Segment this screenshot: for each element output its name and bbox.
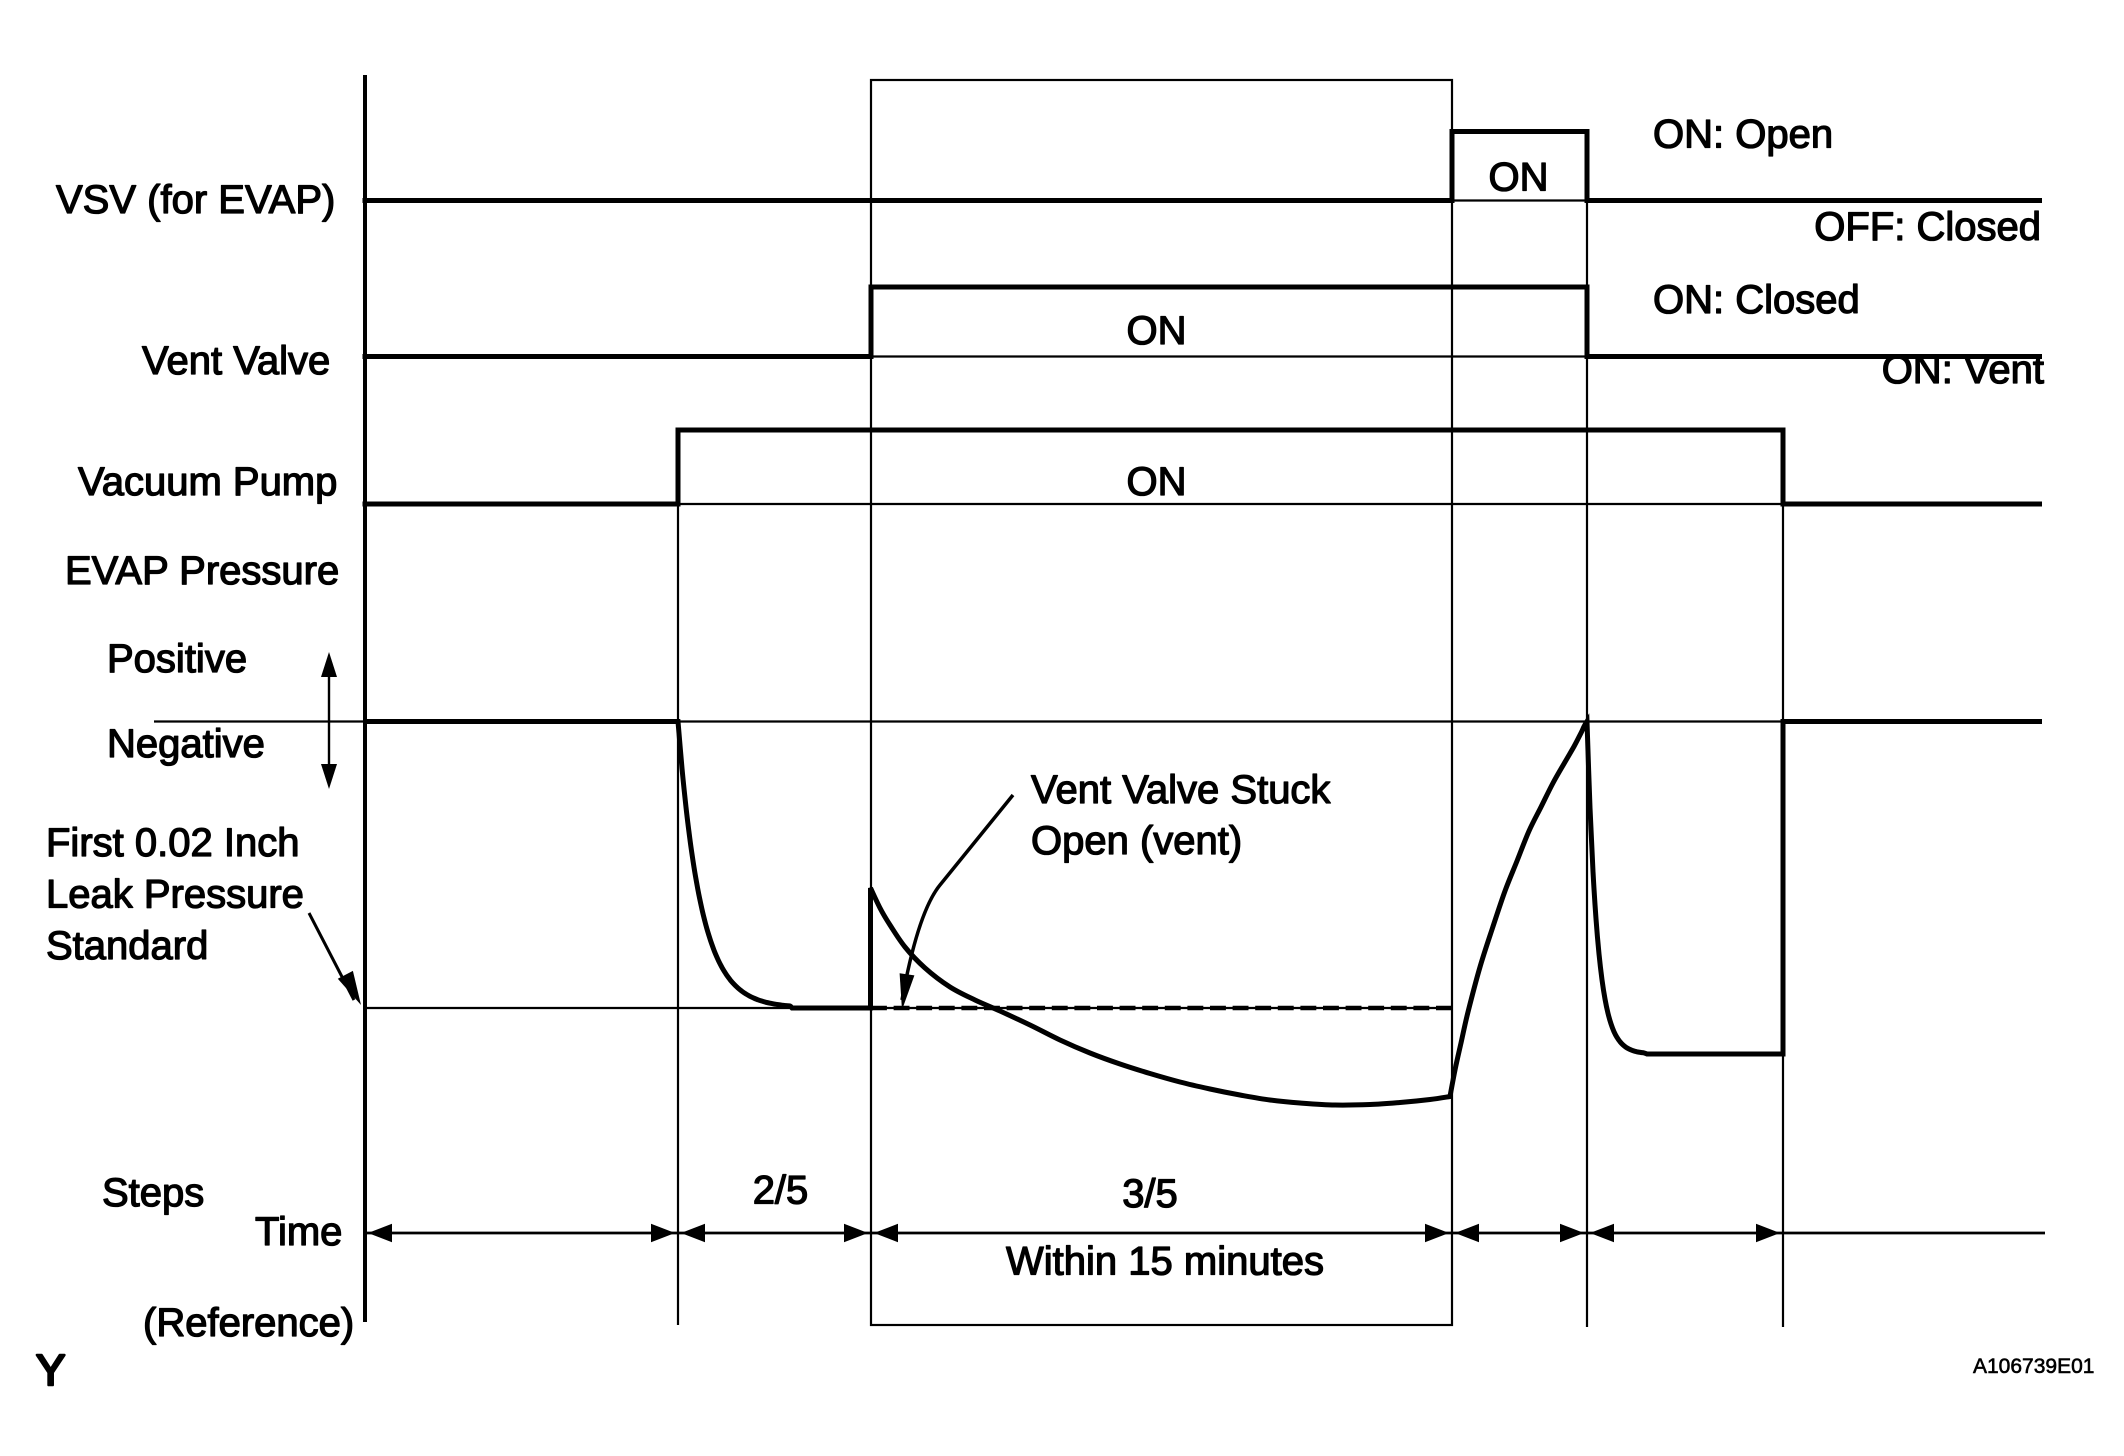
svg-text:OFF: Closed: OFF: Closed xyxy=(1814,205,2041,249)
svg-text:ON: ON xyxy=(1489,156,1549,200)
svg-text:ON: Vent: ON: Vent xyxy=(1882,348,2044,392)
svg-text:ON: ON xyxy=(1127,460,1187,504)
svg-text:ON: Closed: ON: Closed xyxy=(1653,278,1860,322)
svg-text:2/5: 2/5 xyxy=(753,1169,809,1213)
svg-text:Vent Valve: Vent Valve xyxy=(142,339,330,383)
svg-text:A106739E01: A106739E01 xyxy=(1973,1355,2094,1378)
svg-text:VSV (for EVAP): VSV (for EVAP) xyxy=(56,178,335,222)
svg-text:Open (vent): Open (vent) xyxy=(1031,819,1242,863)
svg-text:Y: Y xyxy=(36,1346,65,1395)
svg-text:ON: Open: ON: Open xyxy=(1653,113,1833,157)
svg-text:(Reference): (Reference) xyxy=(143,1301,354,1345)
svg-text:Time: Time xyxy=(255,1210,342,1254)
svg-text:Leak Pressure: Leak Pressure xyxy=(46,873,304,917)
svg-text:3/5: 3/5 xyxy=(1122,1172,1178,1216)
svg-text:Vent Valve Stuck: Vent Valve Stuck xyxy=(1031,768,1331,812)
svg-text:Vacuum Pump: Vacuum Pump xyxy=(78,460,337,504)
svg-text:EVAP Pressure: EVAP Pressure xyxy=(65,549,339,593)
svg-text:ON: ON xyxy=(1127,309,1187,353)
svg-text:Steps: Steps xyxy=(102,1171,204,1215)
svg-text:Standard: Standard xyxy=(46,924,208,968)
svg-text:First 0.02 Inch: First 0.02 Inch xyxy=(46,821,299,865)
svg-text:Negative: Negative xyxy=(107,722,265,766)
svg-text:Within 15 minutes: Within 15 minutes xyxy=(1006,1240,1324,1284)
svg-text:Positive: Positive xyxy=(107,637,247,681)
